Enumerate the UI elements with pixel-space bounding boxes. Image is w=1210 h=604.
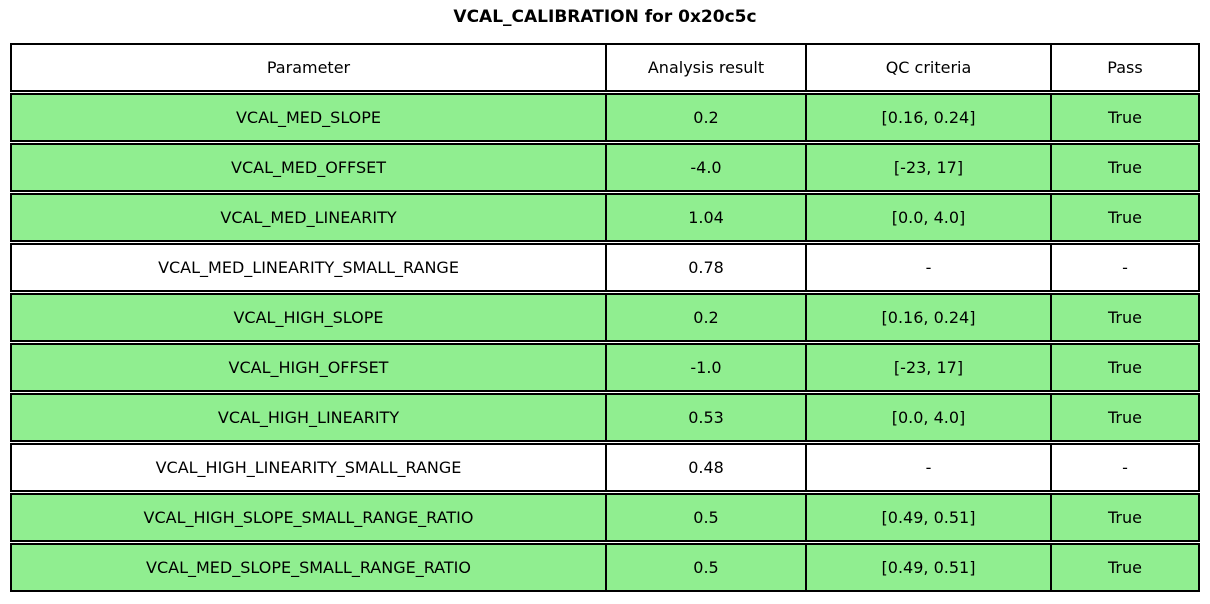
table-row: VCAL_MED_SLOPE_SMALL_RANGE_RATIO 0.5 [0.… [10, 543, 1200, 592]
parameter-cell: VCAL_HIGH_SLOPE [10, 293, 605, 342]
analysis-result-cell: 0.5 [605, 493, 805, 542]
pass-cell: True [1050, 143, 1200, 192]
column-header-parameter: Parameter [10, 43, 605, 92]
table-row: VCAL_MED_LINEARITY_SMALL_RANGE 0.78 - - [10, 243, 1200, 292]
analysis-result-cell: 0.78 [605, 243, 805, 292]
pass-cell: True [1050, 293, 1200, 342]
column-header-qc-criteria: QC criteria [805, 43, 1050, 92]
analysis-result-cell: 0.2 [605, 293, 805, 342]
parameter-cell: VCAL_MED_LINEARITY [10, 193, 605, 242]
table-row: VCAL_HIGH_SLOPE 0.2 [0.16, 0.24] True [10, 293, 1200, 342]
pass-cell: True [1050, 493, 1200, 542]
parameter-cell: VCAL_HIGH_OFFSET [10, 343, 605, 392]
table-row: VCAL_HIGH_OFFSET -1.0 [-23, 17] True [10, 343, 1200, 392]
analysis-result-cell: 1.04 [605, 193, 805, 242]
qc-criteria-cell: [-23, 17] [805, 343, 1050, 392]
qc-criteria-cell: [0.49, 0.51] [805, 543, 1050, 592]
parameter-cell: VCAL_MED_SLOPE [10, 93, 605, 142]
table-row: VCAL_HIGH_LINEARITY_SMALL_RANGE 0.48 - - [10, 443, 1200, 492]
pass-cell: True [1050, 393, 1200, 442]
analysis-result-cell: -1.0 [605, 343, 805, 392]
pass-cell: - [1050, 243, 1200, 292]
qc-results-table: Parameter Analysis result QC criteria Pa… [10, 42, 1200, 593]
qc-criteria-cell: [-23, 17] [805, 143, 1050, 192]
qc-criteria-cell: [0.16, 0.24] [805, 93, 1050, 142]
pass-cell: True [1050, 543, 1200, 592]
column-header-pass: Pass [1050, 43, 1200, 92]
parameter-cell: VCAL_HIGH_LINEARITY [10, 393, 605, 442]
qc-criteria-cell: [0.49, 0.51] [805, 493, 1050, 542]
table-row: VCAL_MED_OFFSET -4.0 [-23, 17] True [10, 143, 1200, 192]
pass-cell: True [1050, 93, 1200, 142]
qc-criteria-cell: - [805, 243, 1050, 292]
table-row: VCAL_MED_SLOPE 0.2 [0.16, 0.24] True [10, 93, 1200, 142]
qc-criteria-cell: [0.0, 4.0] [805, 193, 1050, 242]
figure-title: VCAL_CALIBRATION for 0x20c5c [453, 7, 757, 27]
pass-cell: True [1050, 343, 1200, 392]
table-row: VCAL_HIGH_LINEARITY 0.53 [0.0, 4.0] True [10, 393, 1200, 442]
analysis-result-cell: 0.5 [605, 543, 805, 592]
qc-criteria-cell: - [805, 443, 1050, 492]
parameter-cell: VCAL_MED_LINEARITY_SMALL_RANGE [10, 243, 605, 292]
pass-cell: True [1050, 193, 1200, 242]
table-row: VCAL_MED_LINEARITY 1.04 [0.0, 4.0] True [10, 193, 1200, 242]
column-header-analysis-result: Analysis result [605, 43, 805, 92]
parameter-cell: VCAL_HIGH_SLOPE_SMALL_RANGE_RATIO [10, 493, 605, 542]
analysis-result-cell: 0.53 [605, 393, 805, 442]
header-row: Parameter Analysis result QC criteria Pa… [10, 43, 1200, 92]
pass-cell: - [1050, 443, 1200, 492]
parameter-cell: VCAL_MED_SLOPE_SMALL_RANGE_RATIO [10, 543, 605, 592]
analysis-result-cell: 0.48 [605, 443, 805, 492]
parameter-cell: VCAL_HIGH_LINEARITY_SMALL_RANGE [10, 443, 605, 492]
qc-criteria-cell: [0.0, 4.0] [805, 393, 1050, 442]
parameter-cell: VCAL_MED_OFFSET [10, 143, 605, 192]
table-row: VCAL_HIGH_SLOPE_SMALL_RANGE_RATIO 0.5 [0… [10, 493, 1200, 542]
analysis-result-cell: 0.2 [605, 93, 805, 142]
analysis-result-cell: -4.0 [605, 143, 805, 192]
qc-criteria-cell: [0.16, 0.24] [805, 293, 1050, 342]
